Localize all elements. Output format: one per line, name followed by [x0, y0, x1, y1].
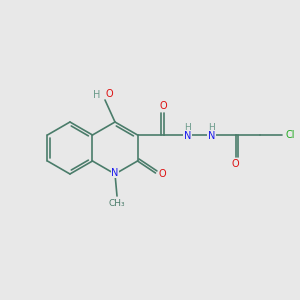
Text: CH₃: CH₃: [109, 199, 125, 208]
Text: H: H: [93, 90, 101, 100]
Text: O: O: [105, 89, 113, 99]
Text: N: N: [111, 168, 119, 178]
Text: O: O: [232, 159, 239, 169]
Text: Cl: Cl: [286, 130, 295, 140]
Text: O: O: [160, 101, 167, 111]
Text: N: N: [184, 131, 191, 141]
Text: H: H: [208, 124, 215, 133]
Text: N: N: [208, 131, 215, 141]
Text: O: O: [159, 169, 166, 179]
Text: H: H: [184, 124, 191, 133]
